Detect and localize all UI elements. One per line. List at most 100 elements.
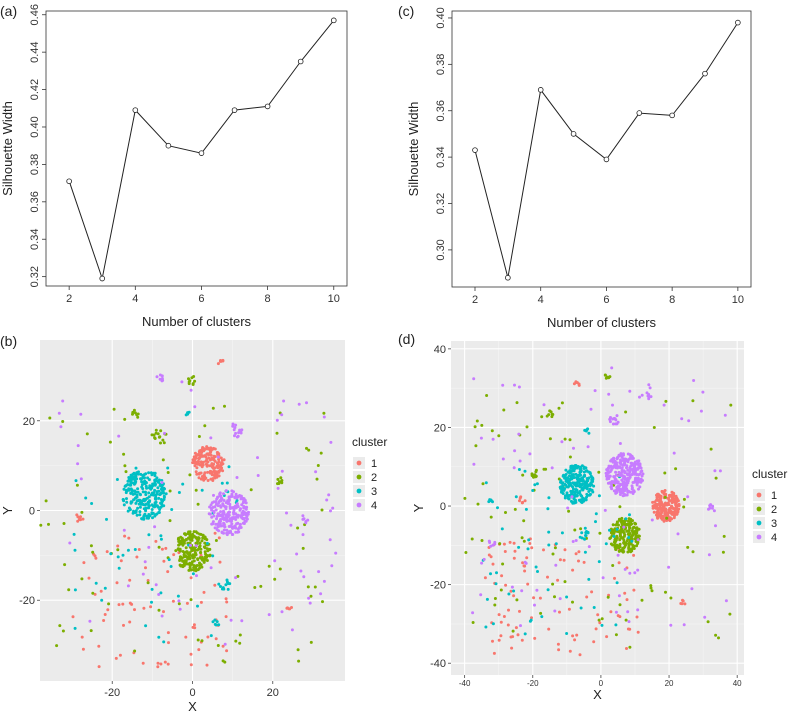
data-point [197,545,201,549]
data-point [206,635,210,639]
data-point [513,549,517,553]
data-point [196,547,200,551]
data-point [518,609,521,613]
x-tick-label: 2 [472,294,478,306]
data-point [277,482,281,485]
data-point [216,362,220,366]
data-point [612,475,616,479]
data-point [157,608,161,612]
data-point [574,472,578,476]
data-point [189,388,193,392]
data-point [199,600,203,604]
data-point [617,561,621,565]
data-point [217,501,221,505]
data-point [285,511,288,515]
data-point [193,379,197,383]
data-point [195,531,199,535]
data-point [210,522,214,526]
data-point [652,510,656,514]
data-point [218,560,222,564]
data-point [103,613,107,616]
data-point [483,576,487,580]
data-point [236,434,240,438]
data-point [159,505,163,509]
data-point [160,374,164,378]
data-point [253,586,257,589]
data-point [201,461,205,465]
data-point [222,499,226,502]
data-point [232,508,236,512]
legend-label: 1 [771,490,777,502]
data-point [623,567,627,571]
data-point [573,493,577,496]
data-point [587,490,591,493]
data-point [674,512,678,516]
data-point [213,455,217,459]
data-point [177,543,181,547]
data-point [122,503,126,507]
data-point [234,576,238,580]
data-point [243,511,247,515]
data-point [618,461,622,465]
data-point [664,399,668,403]
data-point [205,555,209,559]
data-point [525,425,529,429]
data-point [225,533,229,537]
data-point [216,512,220,516]
data-point [125,497,128,501]
cluster-4-points [57,373,338,646]
data-point [179,540,183,543]
data-point [530,616,533,620]
data-point [600,623,604,627]
data-point [239,507,242,511]
data-point [553,546,557,550]
data-point [187,382,191,386]
data-point [232,490,235,494]
data-point [614,610,618,614]
data-point [649,584,653,588]
data-point [613,576,616,580]
data-point [618,493,622,496]
data-point [176,594,180,598]
panel-c: (c) 2 4 6 8 10 0.30 0.32 0.34 0.36 0.38 0.40 Number … [398,3,752,330]
data-point [569,477,573,481]
data-point [141,502,145,506]
data-point [629,461,633,465]
data-point [558,597,562,601]
data-point [162,610,165,614]
data-point [205,663,209,667]
data-point [194,488,198,492]
data-point [132,482,136,486]
data-point [132,498,136,502]
data-point [670,504,673,508]
data-point [654,513,658,517]
plot-frame [451,10,752,288]
data-point [615,527,619,531]
data-point [536,570,539,573]
data-point [285,606,289,610]
data-point [220,531,224,535]
data-point [707,553,711,557]
data-point [703,615,707,619]
data-point [520,536,524,540]
data-point [558,558,562,562]
data-point [144,493,148,497]
data-point [229,519,233,523]
data-point [491,500,494,504]
data-point [491,437,495,441]
data-point [192,458,196,462]
data-point [178,607,182,611]
data-point [660,515,664,518]
data-point [598,531,602,535]
data-point [526,547,530,551]
data-point [498,542,502,546]
data-point [203,541,207,545]
data-point [557,648,561,652]
data-point [170,508,174,511]
data-point [567,607,571,611]
data-point [79,515,82,519]
data-point [570,131,577,137]
data-point [706,620,710,624]
data-point [150,486,154,490]
data-point [574,552,578,556]
